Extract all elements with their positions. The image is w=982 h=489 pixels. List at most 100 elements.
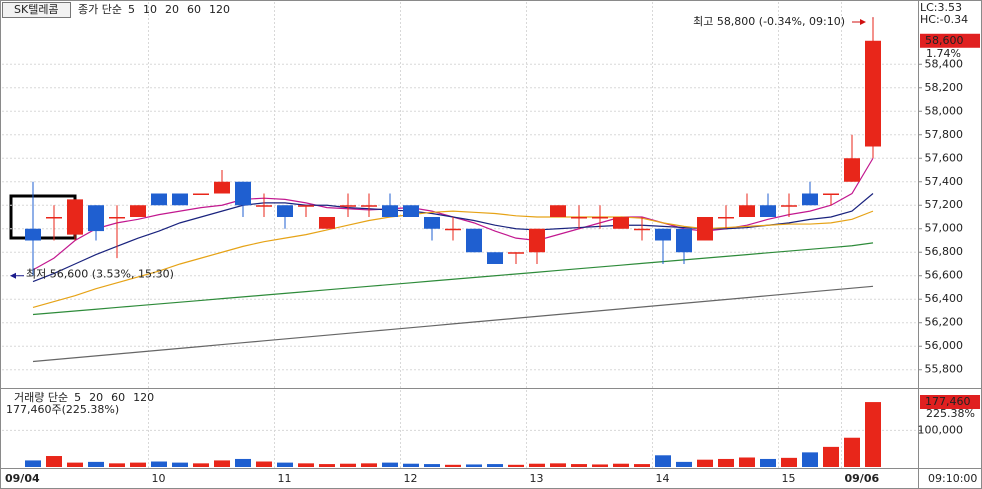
y-tick-label: 58,000 [925, 104, 964, 117]
candle-body [529, 228, 545, 253]
legend-entry: 120 [133, 391, 154, 404]
y-tick-label: 100,000 [918, 423, 964, 436]
candle-body [235, 181, 251, 206]
volume-bar [151, 461, 167, 467]
candle-body [67, 199, 83, 235]
candle-body [46, 216, 62, 219]
volume-bar [571, 464, 587, 467]
volume-bar [718, 458, 734, 467]
y-tick-label: 56,000 [925, 339, 964, 352]
volume-bar [655, 455, 671, 467]
candle-body [88, 205, 104, 232]
low-arrowhead [10, 272, 16, 279]
candle-body [697, 216, 713, 241]
volume-bar [25, 460, 41, 467]
volume-bar [130, 462, 146, 467]
volume-bar [760, 458, 776, 467]
candle-body [256, 205, 272, 207]
volume-bar [466, 464, 482, 467]
volume-bar [235, 458, 251, 467]
volume-bar [424, 464, 440, 467]
hc-label: HC:-0.34 [920, 13, 968, 26]
candle-body [487, 252, 503, 264]
legend-entry: 60 [187, 3, 201, 16]
volume-info: 177,460주(225.38%) [6, 403, 119, 416]
candle-body [424, 216, 440, 229]
candle-body [865, 40, 881, 147]
candle-body [655, 228, 671, 241]
legend-entry: 20 [165, 3, 179, 16]
candle-body [193, 193, 209, 195]
candle-body [781, 205, 797, 207]
volume-bar [172, 462, 188, 467]
candle-body [718, 216, 734, 219]
volume-bar [865, 402, 881, 467]
candle-body [361, 205, 377, 207]
volume-bar [613, 463, 629, 467]
candle-body [445, 228, 461, 231]
candle-body [466, 228, 482, 253]
candle-body [823, 193, 839, 195]
legend-entry: 10 [143, 3, 157, 16]
volume-bar [382, 462, 398, 467]
current-price-label: 58,600 [925, 34, 964, 47]
low-annotation: 최저 56,600 (3.53%, 15:30) [26, 268, 174, 281]
volume-tag-label: 177,460 [925, 395, 971, 408]
volume-bar [487, 464, 503, 467]
y-tick-label: 57,600 [925, 151, 964, 164]
moving-average-line [32, 210, 874, 309]
volume-bar [844, 437, 860, 467]
volume-bar [403, 463, 419, 467]
volume-bar [739, 457, 755, 467]
chart-title: SK텔레콤 [14, 3, 59, 16]
candle-body [550, 205, 566, 217]
volume-bar [508, 464, 524, 467]
lc-label: LC:3.53 [920, 1, 962, 14]
volume-bar [277, 462, 293, 467]
candle-body [571, 216, 587, 219]
volume-bar [361, 463, 377, 467]
y-tick-label: 56,200 [925, 316, 964, 329]
x-tick-label: 09/04 [5, 472, 40, 485]
volume-bar [592, 464, 608, 467]
legend-entry: 60 [111, 391, 125, 404]
x-tick-label: 12 [404, 472, 418, 485]
volume-bar [46, 456, 62, 467]
volume-bar [550, 463, 566, 467]
x-tick-label: 10 [152, 472, 166, 485]
high-arrowhead [860, 19, 866, 25]
x-tick-label: 14 [656, 472, 670, 485]
candle-body [277, 205, 293, 217]
candle-body [109, 216, 125, 219]
candle-body [739, 205, 755, 217]
x-tick-label: 13 [530, 472, 544, 485]
candle-body [382, 205, 398, 217]
volume-bar [781, 457, 797, 467]
candle-body [172, 193, 188, 206]
candle-body [760, 205, 776, 217]
volume-bar [67, 462, 83, 467]
candle-body [802, 193, 818, 206]
legend-entry: 120 [209, 3, 230, 16]
candle-body [613, 216, 629, 229]
candle-body [676, 228, 692, 253]
time-label: 09:10:00 [928, 472, 977, 485]
legend-entry: 20 [89, 391, 103, 404]
candle-body [319, 216, 335, 229]
y-tick-label: 56,400 [925, 292, 964, 305]
volume-bar [676, 461, 692, 467]
y-tick-label: 58,200 [925, 81, 964, 94]
y-tick-label: 58,400 [925, 57, 964, 70]
volume-bar [298, 463, 314, 467]
y-tick-label: 57,400 [925, 175, 964, 188]
legend-entry: 5 [128, 3, 135, 16]
candle-body [130, 205, 146, 217]
high-annotation: 최고 58,800 (-0.34%, 09:10) [693, 15, 845, 28]
y-tick-label: 56,800 [925, 245, 964, 258]
x-tick-label: 09/06 [845, 472, 880, 485]
volume-pct-label: 225.38% [926, 407, 975, 420]
volume-bar [697, 459, 713, 467]
volume-bar [823, 446, 839, 467]
